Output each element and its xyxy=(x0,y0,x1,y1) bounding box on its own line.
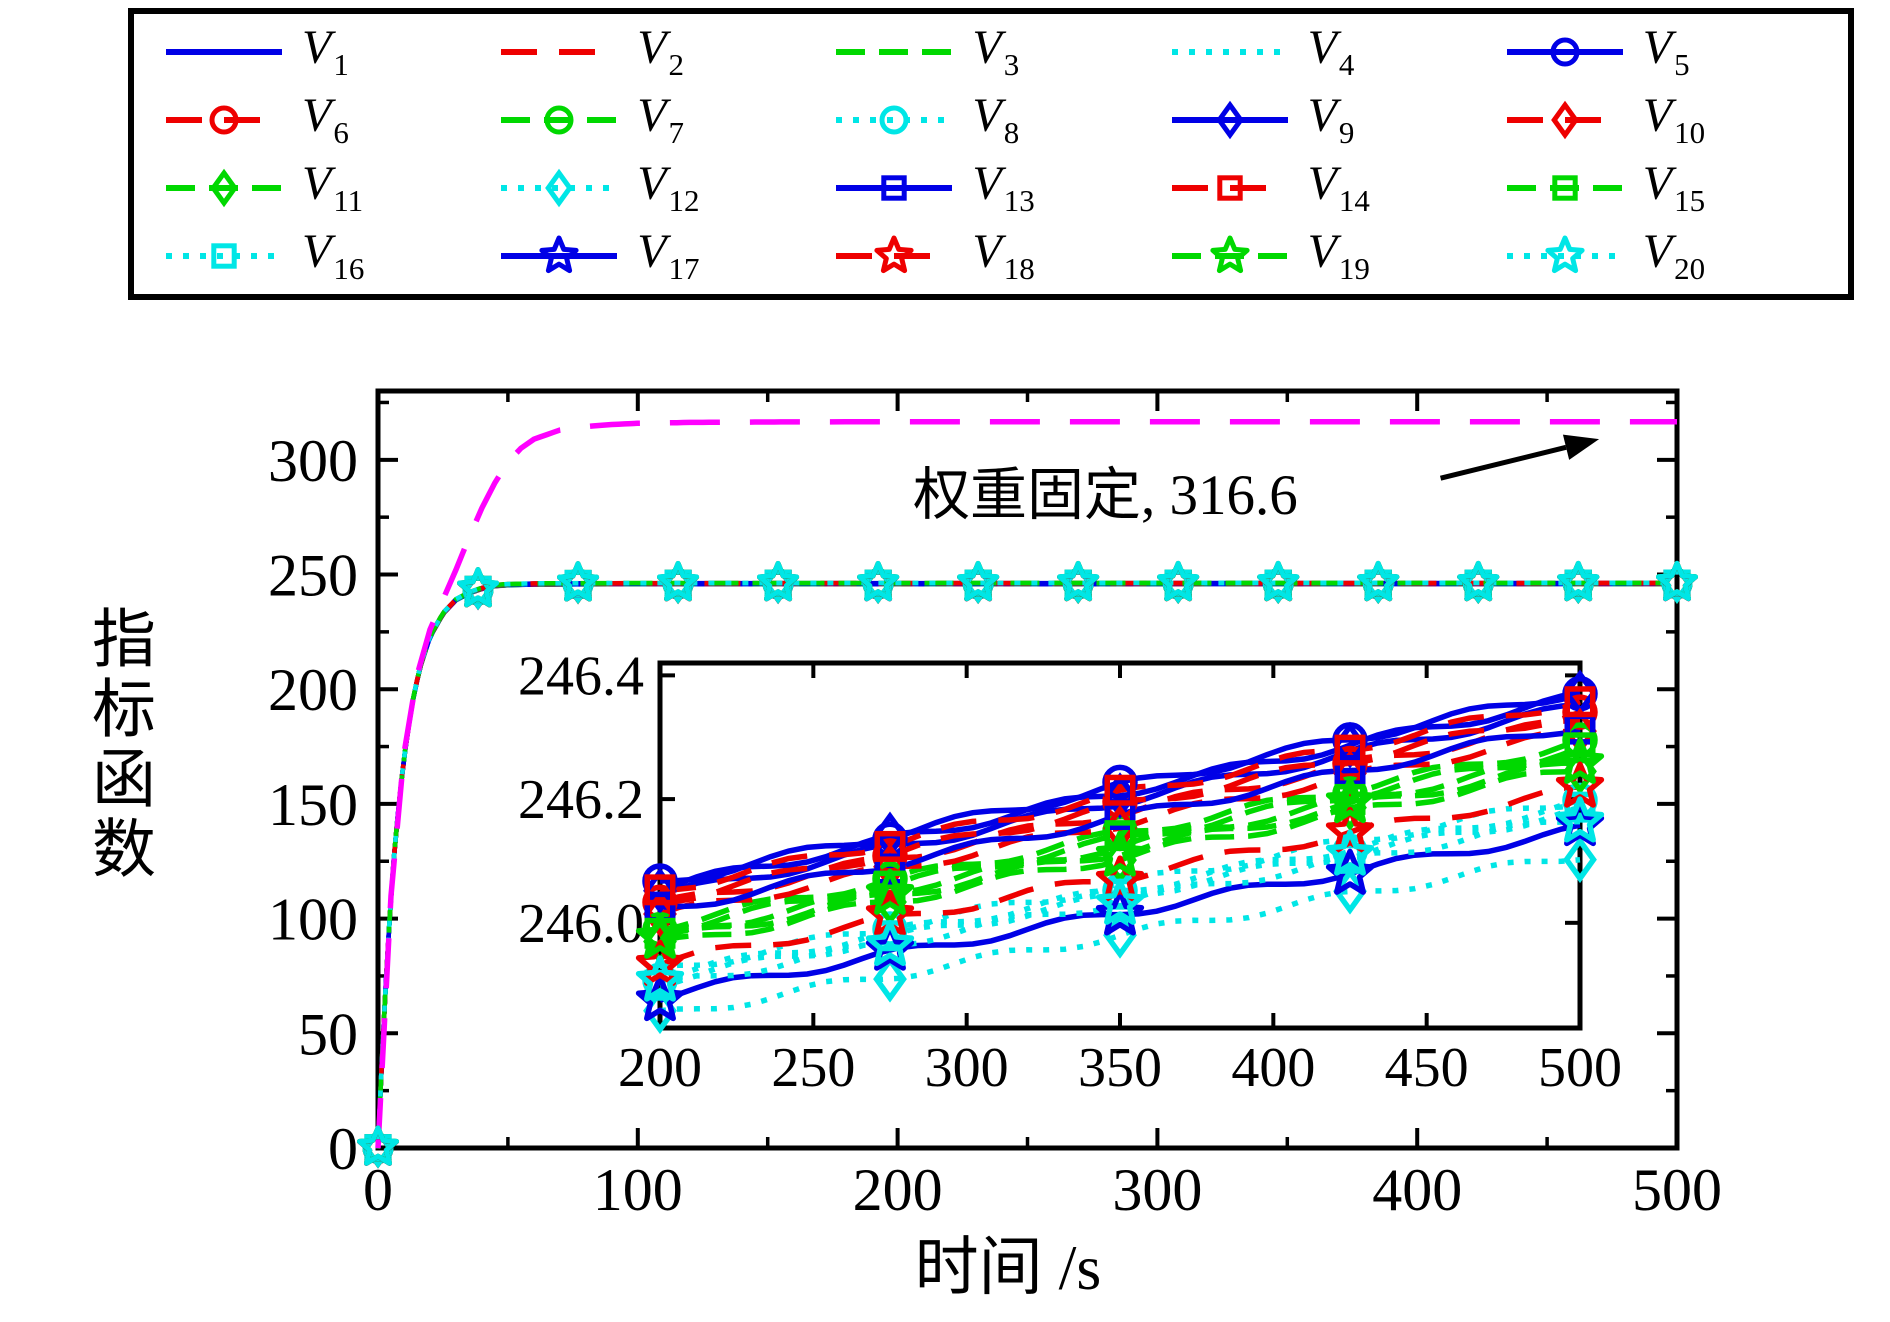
inset-xtick-label: 300 xyxy=(925,1037,1009,1099)
main-xtick-label: 300 xyxy=(1112,1157,1202,1223)
legend-item: V18 xyxy=(832,228,1167,284)
legend-item-label: V2 xyxy=(637,21,685,82)
legend-item: V17 xyxy=(497,228,832,284)
legend-item: V16 xyxy=(162,228,497,284)
legend-item-label: V20 xyxy=(1642,225,1706,286)
inset-series-curve xyxy=(659,691,1581,884)
legend-item: V5 xyxy=(1503,24,1838,80)
legend-item: V12 xyxy=(497,160,832,216)
legend-item: V2 xyxy=(497,24,832,80)
main-xtick-label: 200 xyxy=(853,1157,943,1223)
main-ytick-label: 50 xyxy=(298,1001,358,1067)
inset-series-curve xyxy=(659,768,1581,945)
inset-series-curve xyxy=(659,818,1581,984)
legend-item-label: V3 xyxy=(972,21,1020,82)
legend-item: V3 xyxy=(832,24,1167,80)
legend-line-sample xyxy=(836,49,953,55)
inset-xtick-label: 200 xyxy=(618,1037,702,1099)
inset-xtick-label: 400 xyxy=(1231,1037,1315,1099)
legend-line-sample xyxy=(836,235,953,274)
legend-item-label: V6 xyxy=(302,89,349,150)
legend-line-sample xyxy=(1171,175,1288,201)
legend-item-label: V11 xyxy=(302,157,364,218)
legend-item: V19 xyxy=(1168,228,1503,284)
legend-line-sample xyxy=(1171,49,1288,55)
legend-item-label: V17 xyxy=(637,225,700,286)
main-ytick-label: 0 xyxy=(328,1116,358,1182)
inset-series-curve xyxy=(659,699,1581,893)
legend-line-sample xyxy=(836,175,953,201)
legend-item-label: V4 xyxy=(1307,21,1355,82)
annotation-arrow-head xyxy=(1562,434,1600,460)
legend-line-sample xyxy=(166,168,282,208)
main-xtick-label: 400 xyxy=(1372,1157,1462,1223)
legend-item: V20 xyxy=(1503,228,1838,284)
main-series-curve xyxy=(375,580,1670,1148)
main-ytick-label: 250 xyxy=(268,543,358,609)
legend-item: V15 xyxy=(1503,160,1838,216)
weight-fixed-curve xyxy=(375,418,1677,1149)
legend-item-label: V14 xyxy=(1307,157,1370,218)
legend-item-label: V13 xyxy=(972,157,1035,218)
legend-item-label: V15 xyxy=(1642,157,1706,218)
inset-series-curve xyxy=(659,760,1581,941)
legend-item: V13 xyxy=(832,160,1167,216)
legend-item-label: V16 xyxy=(302,225,365,286)
main-ytick-label: 100 xyxy=(268,887,358,953)
inset-ytick-label: 246.0 xyxy=(518,893,644,955)
legend-line-sample xyxy=(1171,100,1288,140)
main-ytick-label: 300 xyxy=(268,428,358,494)
legend-line-sample xyxy=(1171,235,1288,274)
inset-xtick-label: 350 xyxy=(1078,1037,1162,1099)
legend-item: V8 xyxy=(832,92,1167,148)
legend-item-label: V5 xyxy=(1642,21,1690,82)
inset-series-curve xyxy=(659,856,1581,1014)
legend-item-label: V10 xyxy=(1642,89,1706,150)
x-axis-label: 时间 /s xyxy=(914,1232,1102,1303)
annotation-arrow-line xyxy=(1439,444,1567,481)
main-xtick-label: 500 xyxy=(1632,1157,1722,1223)
main-ytick-label: 150 xyxy=(268,772,358,838)
inset-ytick-label: 246.4 xyxy=(518,645,644,707)
legend-line-sample xyxy=(1506,37,1623,67)
legend-item-label: V9 xyxy=(1307,89,1355,150)
legend-item-label: V19 xyxy=(1307,225,1370,286)
legend-item: V14 xyxy=(1168,160,1503,216)
legend-line-sample xyxy=(836,105,953,135)
legend-line-sample xyxy=(501,49,618,55)
annotation-weight-fixed: 权重固定, 316.6 xyxy=(913,463,1298,527)
legend-line-sample xyxy=(501,105,618,135)
inset-xtick-label: 500 xyxy=(1538,1037,1622,1099)
legend-line-sample xyxy=(501,168,618,208)
inset-xtick-label: 250 xyxy=(771,1037,855,1099)
legend-line-sample xyxy=(166,49,282,55)
y-axis-label: 指标函数 xyxy=(83,605,154,885)
inset-ytick-label: 246.2 xyxy=(518,769,644,831)
legend-item-label: V12 xyxy=(637,157,700,218)
legend-item: V6 xyxy=(162,92,497,148)
legend-item: V4 xyxy=(1168,24,1503,80)
legend-line-sample xyxy=(166,243,282,269)
legend-item: V9 xyxy=(1168,92,1503,148)
legend-item-label: V7 xyxy=(637,89,685,150)
legend-line-sample xyxy=(1506,235,1623,274)
inset-series-curve xyxy=(659,797,1581,983)
legend: V1 V2 V3 V4 V5 V6 xyxy=(128,8,1854,300)
legend-item: V11 xyxy=(162,160,497,216)
legend-line-sample xyxy=(166,105,282,135)
legend-line-sample xyxy=(1506,100,1623,140)
legend-item-label: V8 xyxy=(972,89,1020,150)
inset-xtick-label: 450 xyxy=(1385,1037,1469,1099)
legend-item-label: V1 xyxy=(302,21,349,82)
legend-item: V10 xyxy=(1503,92,1838,148)
legend-item: V7 xyxy=(497,92,832,148)
legend-line-sample xyxy=(501,235,618,274)
legend-item-label: V18 xyxy=(972,225,1035,286)
main-ytick-label: 200 xyxy=(268,657,358,723)
main-xtick-label: 100 xyxy=(593,1157,683,1223)
legend-line-sample xyxy=(1506,175,1623,201)
legend-item: V1 xyxy=(162,24,497,80)
